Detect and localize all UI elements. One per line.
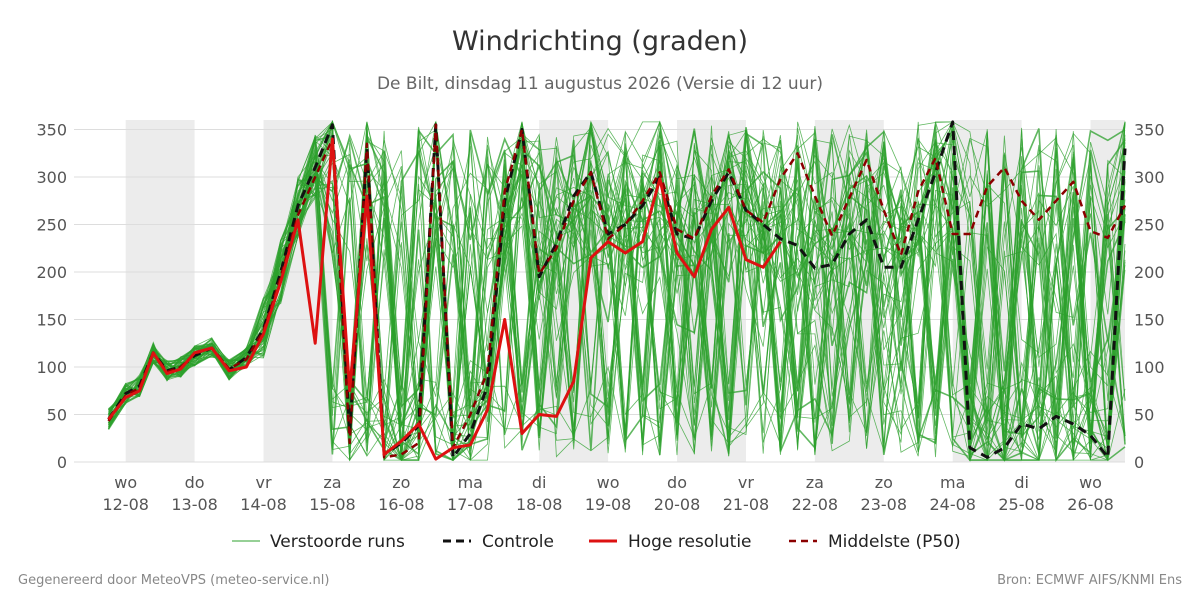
x-tick-day: vr bbox=[738, 473, 754, 492]
y-tick-left-350: 350 bbox=[36, 121, 67, 140]
y-tick-right-300: 300 bbox=[1134, 168, 1165, 187]
y-tick-right-0: 0 bbox=[1134, 453, 1144, 472]
legend-label-ensemble: Verstoorde runs bbox=[270, 532, 405, 552]
series-line-median bbox=[107, 123, 1127, 459]
shaded-band-0 bbox=[125, 120, 195, 462]
x-tick-date: 15-08 bbox=[309, 495, 356, 514]
x-tick-date: 21-08 bbox=[723, 495, 770, 514]
legend-item-median: Middelste (P50) bbox=[789, 532, 961, 552]
x-tick-date: 22-08 bbox=[792, 495, 839, 514]
legend-item-control: Controle bbox=[443, 532, 554, 552]
x-tick-date: 20-08 bbox=[654, 495, 701, 514]
x-tick-day: wo bbox=[597, 473, 620, 492]
x-tick-date: 19-08 bbox=[585, 495, 632, 514]
x-tick-date: 17-08 bbox=[447, 495, 494, 514]
legend-item-ensemble: Verstoorde runs bbox=[232, 532, 405, 552]
x-tick-day: za bbox=[806, 473, 824, 492]
y-tick-right-50: 50 bbox=[1134, 406, 1154, 425]
x-tick-date: 13-08 bbox=[171, 495, 218, 514]
legend-label-control: Controle bbox=[482, 532, 554, 552]
chart-title: Windrichting (graden) bbox=[452, 26, 748, 57]
y-tick-left-50: 50 bbox=[47, 406, 67, 425]
x-tick-day: do bbox=[185, 473, 205, 492]
y-tick-left-0: 0 bbox=[57, 453, 67, 472]
x-tick-day: ma bbox=[458, 473, 483, 492]
ensemble-member-line bbox=[108, 133, 1126, 461]
footer-generated-by: Gegenereerd door MeteoVPS (meteo-service… bbox=[18, 573, 329, 588]
x-tick-day: vr bbox=[256, 473, 272, 492]
x-tick-day: di bbox=[1014, 473, 1029, 492]
main-series-lines bbox=[107, 120, 1127, 461]
series-line-control bbox=[107, 120, 1127, 459]
y-axis-right: 0 50 100 150 200 250 300 350 bbox=[1134, 121, 1165, 473]
x-tick-day: zo bbox=[875, 473, 893, 492]
x-tick-day: wo bbox=[1079, 473, 1102, 492]
y-tick-left-100: 100 bbox=[36, 358, 67, 377]
chart-subtitle: De Bilt, dinsdag 11 augustus 2026 (Versi… bbox=[377, 74, 823, 94]
x-tick-date: 26-08 bbox=[1067, 495, 1114, 514]
ensemble-member-line bbox=[107, 119, 1126, 461]
legend-label-median: Middelste (P50) bbox=[828, 532, 961, 552]
x-tick-date: 16-08 bbox=[378, 495, 425, 514]
x-tick-day: za bbox=[323, 473, 341, 492]
x-tick-date: 14-08 bbox=[240, 495, 287, 514]
x-tick-day: zo bbox=[392, 473, 410, 492]
y-tick-left-250: 250 bbox=[36, 216, 67, 235]
x-tick-day: di bbox=[532, 473, 547, 492]
y-tick-left-300: 300 bbox=[36, 168, 67, 187]
x-tick-date: 25-08 bbox=[998, 495, 1045, 514]
y-axis-left: 0 50 100 150 200 250 300 350 bbox=[36, 121, 67, 473]
ensemble-member-line bbox=[108, 134, 1126, 458]
x-tick-date: 23-08 bbox=[861, 495, 908, 514]
x-tick-date: 12-08 bbox=[102, 495, 149, 514]
legend-label-hires: Hoge resolutie bbox=[628, 532, 752, 552]
x-tick-day: wo bbox=[114, 473, 137, 492]
y-tick-right-350: 350 bbox=[1134, 121, 1165, 140]
x-tick-date: 18-08 bbox=[516, 495, 563, 514]
legend-item-hires: Hoge resolutie bbox=[589, 532, 752, 552]
footer-source: Bron: ECMWF AIFS/KNMI Ens bbox=[997, 573, 1182, 588]
x-tick-date: 24-08 bbox=[929, 495, 976, 514]
x-tick-day: do bbox=[667, 473, 687, 492]
y-tick-right-250: 250 bbox=[1134, 216, 1165, 235]
legend: Verstoorde runs Controle Hoge resolutie … bbox=[232, 532, 961, 552]
y-tick-right-100: 100 bbox=[1134, 358, 1165, 377]
y-tick-left-200: 200 bbox=[36, 263, 67, 282]
ensemble-member-line bbox=[108, 121, 1126, 461]
y-tick-right-200: 200 bbox=[1134, 263, 1165, 282]
x-tick-day: ma bbox=[940, 473, 965, 492]
y-tick-right-150: 150 bbox=[1134, 311, 1165, 330]
x-axis: wo 12-08 do 13-08 vr 14-08 za 15-08 zo 16-08 ma 17-… bbox=[102, 473, 1113, 514]
series-line-hires bbox=[107, 137, 782, 461]
y-tick-left-150: 150 bbox=[36, 311, 67, 330]
